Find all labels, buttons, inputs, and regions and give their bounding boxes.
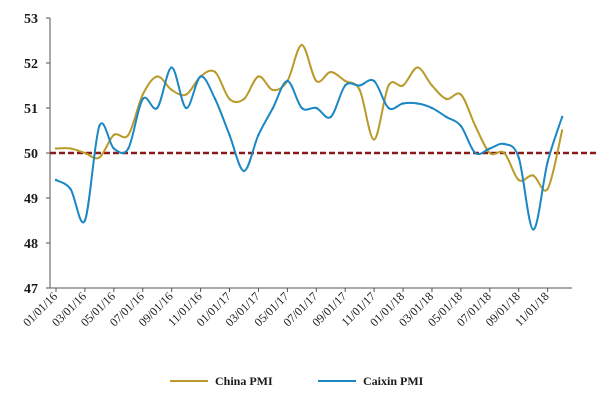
y-axis-ticks: 47 48 49 50 51 52 53 <box>24 12 50 297</box>
y-tick-label: 48 <box>24 237 38 252</box>
caixin-pmi-point <box>517 156 520 159</box>
china-pmi-point <box>271 88 275 92</box>
caixin-pmi-point <box>474 151 477 155</box>
caixin-pmi-point <box>300 106 304 110</box>
x-axis-ticks: 01/01/1603/01/1605/01/1607/01/1609/01/16… <box>20 288 552 329</box>
caixin-pmi-point <box>358 84 361 87</box>
caixin-pmi-point <box>170 66 173 69</box>
chart-legend: China PMI Caixin PMI <box>170 374 424 388</box>
china-pmi-point <box>228 97 231 101</box>
caixin-pmi-point <box>329 115 332 119</box>
china-pmi-point <box>546 187 549 191</box>
china-pmi-point <box>517 178 520 182</box>
caixin-pmi-point <box>445 115 448 119</box>
china-pmi-point <box>430 84 434 87</box>
y-tick-label: 53 <box>24 12 38 27</box>
legend-label-china-pmi: China PMI <box>215 374 273 388</box>
caixin-pmi-point <box>271 106 275 110</box>
caixin-pmi-point <box>430 106 434 110</box>
china-pmi-point <box>112 133 116 137</box>
caixin-pmi-point <box>488 147 491 150</box>
china-pmi-point <box>344 79 347 83</box>
china-pmi-point <box>372 138 376 141</box>
caixin-pmi-point <box>242 169 246 173</box>
caixin-pmi-point <box>156 106 159 110</box>
china-pmi-point <box>416 66 419 69</box>
y-tick-label: 47 <box>24 282 38 297</box>
china-pmi-point <box>401 84 405 87</box>
china-pmi-point <box>242 97 246 101</box>
china-pmi-point <box>127 133 130 137</box>
y-tick-label: 50 <box>24 147 38 162</box>
china-pmi-point <box>184 93 188 96</box>
caixin-pmi-point <box>459 124 463 128</box>
china-pmi-point <box>560 129 564 132</box>
caixin-pmi-point <box>503 142 506 146</box>
china-pmi-point <box>257 75 260 78</box>
china-pmi-point <box>531 174 535 177</box>
china-pmi-point <box>459 93 463 96</box>
caixin-pmi-point <box>141 97 144 101</box>
china-pmi-point <box>54 147 58 150</box>
caixin-pmi-point <box>531 228 535 231</box>
caixin-pmi-point <box>387 106 390 110</box>
caixin-pmi-point <box>199 75 202 78</box>
caixin-pmi-point <box>228 133 231 137</box>
china-pmi-point <box>315 79 318 83</box>
caixin-pmi-point <box>416 102 419 105</box>
china-pmi-point <box>69 147 72 150</box>
caixin-pmi-point <box>344 84 347 87</box>
caixin-pmi-point <box>546 160 549 164</box>
china-pmi-point <box>474 124 477 128</box>
china-pmi-line <box>55 44 564 192</box>
caixin-pmi-point <box>83 219 87 222</box>
china-pmi-point <box>98 156 101 159</box>
china-pmi-point <box>387 84 390 87</box>
china-pmi-point <box>488 151 491 155</box>
caixin-pmi-point <box>127 147 130 150</box>
caixin-pmi-point <box>560 115 564 119</box>
china-pmi-point <box>213 70 217 74</box>
caixin-pmi-point <box>213 97 217 101</box>
caixin-pmi-point <box>372 79 376 83</box>
china-pmi-point <box>83 151 87 155</box>
caixin-pmi-point <box>257 133 260 137</box>
china-pmi-point <box>503 151 506 155</box>
y-tick-label: 49 <box>24 192 38 207</box>
series-group <box>54 43 564 231</box>
china-pmi-point <box>329 70 332 74</box>
legend-label-caixin-pmi: Caixin PMI <box>363 374 424 388</box>
china-pmi-point <box>445 97 448 101</box>
caixin-pmi-point <box>69 187 72 191</box>
china-pmi-point <box>141 93 144 96</box>
china-pmi-point <box>358 88 361 92</box>
caixin-pmi-point <box>315 106 318 110</box>
china-pmi-point <box>156 75 159 78</box>
y-tick-label: 51 <box>24 102 38 117</box>
caixin-pmi-point <box>401 102 405 105</box>
china-pmi-point <box>170 88 173 92</box>
caixin-pmi-line <box>55 66 564 231</box>
china-pmi-point <box>300 43 304 47</box>
caixin-pmi-point <box>54 178 58 182</box>
y-tick-label: 52 <box>24 57 38 72</box>
caixin-pmi-point <box>184 106 188 110</box>
caixin-pmi-point <box>98 124 101 128</box>
caixin-pmi-point <box>286 79 289 83</box>
caixin-pmi-point <box>112 147 116 150</box>
